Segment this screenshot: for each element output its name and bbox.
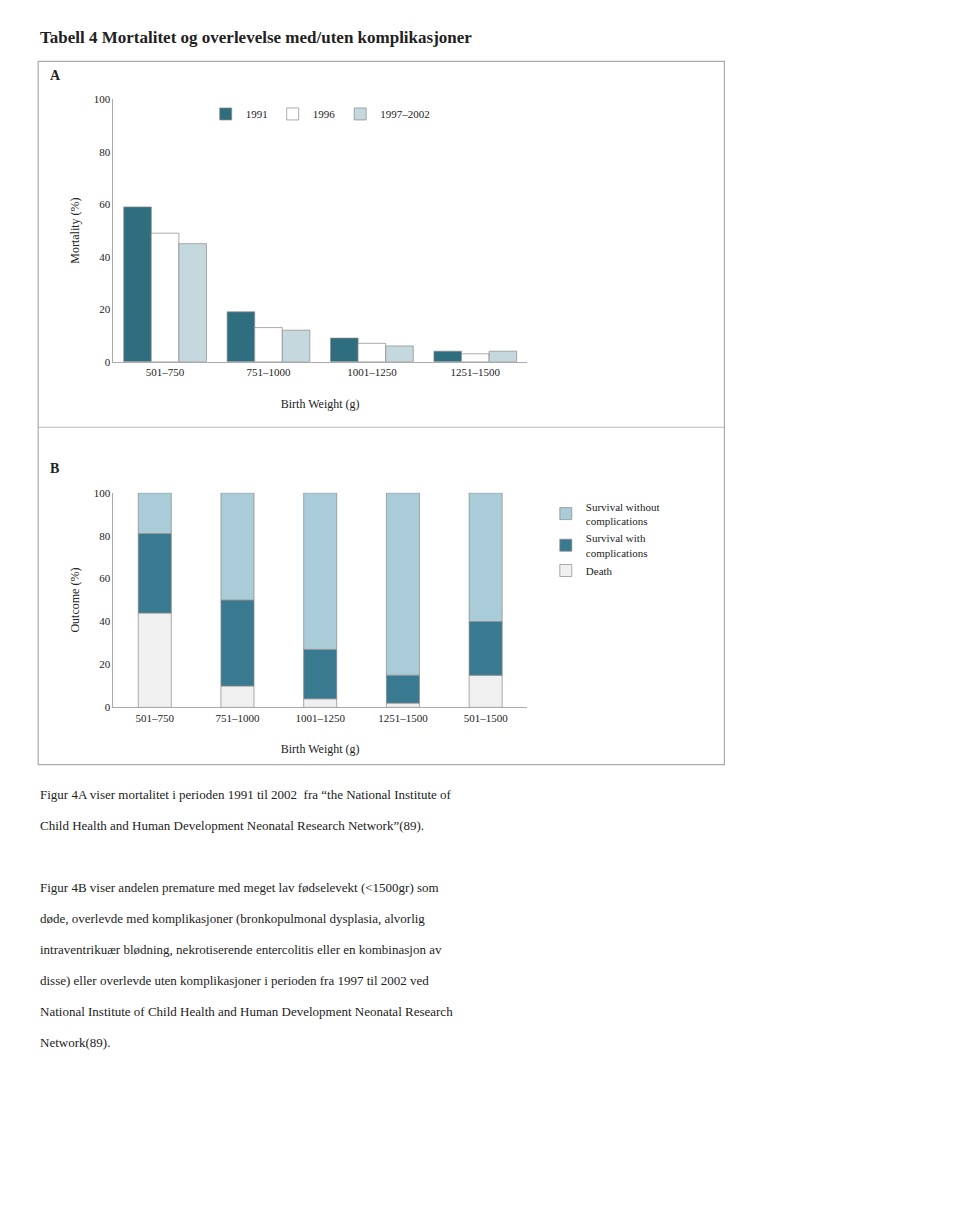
svg-text:60: 60 [99,572,111,584]
svg-text:1997–2002: 1997–2002 [380,108,430,120]
svg-text:501–750: 501–750 [146,366,185,378]
svg-text:intraventrikuær blødning, nekr: intraventrikuær blødning, nekrotiserende… [40,942,442,957]
svg-text:Birth Weight (g): Birth Weight (g) [281,397,360,411]
svg-text:Child Health and Human Develop: Child Health and Human Development Neona… [40,818,424,833]
svg-text:751–1000: 751–1000 [215,712,259,724]
svg-text:40: 40 [99,251,111,263]
svg-text:751–1000: 751–1000 [247,366,292,378]
svg-text:1991: 1991 [246,108,268,120]
svg-text:501–1500: 501–1500 [464,712,509,724]
svg-text:Birth Weight (g): Birth Weight (g) [281,742,360,756]
svg-text:Survival withoutcomplications: Survival withoutcomplications [586,501,660,527]
svg-text:80: 80 [99,146,111,158]
svg-text:A: A [50,68,61,83]
svg-text:40: 40 [99,615,111,627]
svg-text:20: 20 [99,658,111,670]
svg-text:B: B [50,461,59,476]
svg-text:Tabell 4 Mortalitet og overlev: Tabell 4 Mortalitet og overlevelse med/u… [40,28,472,47]
svg-text:1251–1500: 1251–1500 [378,712,428,724]
svg-text:0: 0 [105,701,111,713]
svg-text:100: 100 [94,93,111,105]
svg-text:Outcome (%): Outcome (%) [68,568,82,633]
svg-text:Mortality (%): Mortality (%) [68,197,82,263]
svg-text:disse) eller overlevde uten ko: disse) eller overlevde uten komplikasjon… [40,973,429,988]
svg-text:døde, overlevde med komplikasj: døde, overlevde med komplikasjoner (bron… [40,911,425,926]
svg-text:60: 60 [99,198,111,210]
svg-text:Figur 4A viser mortalitet i pe: Figur 4A viser mortalitet i perioden 199… [40,787,452,802]
svg-text:100: 100 [94,487,111,499]
svg-text:1001–1250: 1001–1250 [347,366,397,378]
svg-text:0: 0 [105,356,111,368]
svg-text:501–750: 501–750 [136,712,175,724]
svg-text:Figur 4B viser andelen prematu: Figur 4B viser andelen premature med meg… [40,880,439,895]
svg-text:1251–1500: 1251–1500 [451,366,501,378]
svg-text:80: 80 [99,530,111,542]
svg-text:Survival withcomplications: Survival withcomplications [586,532,648,558]
svg-text:20: 20 [99,303,111,315]
svg-text:National Institute of Child He: National Institute of Child Health and H… [40,1004,453,1019]
svg-text:Death: Death [586,565,613,577]
svg-text:Network(89).: Network(89). [40,1035,110,1050]
svg-text:1996: 1996 [313,108,336,120]
svg-text:1001–1250: 1001–1250 [295,712,345,724]
